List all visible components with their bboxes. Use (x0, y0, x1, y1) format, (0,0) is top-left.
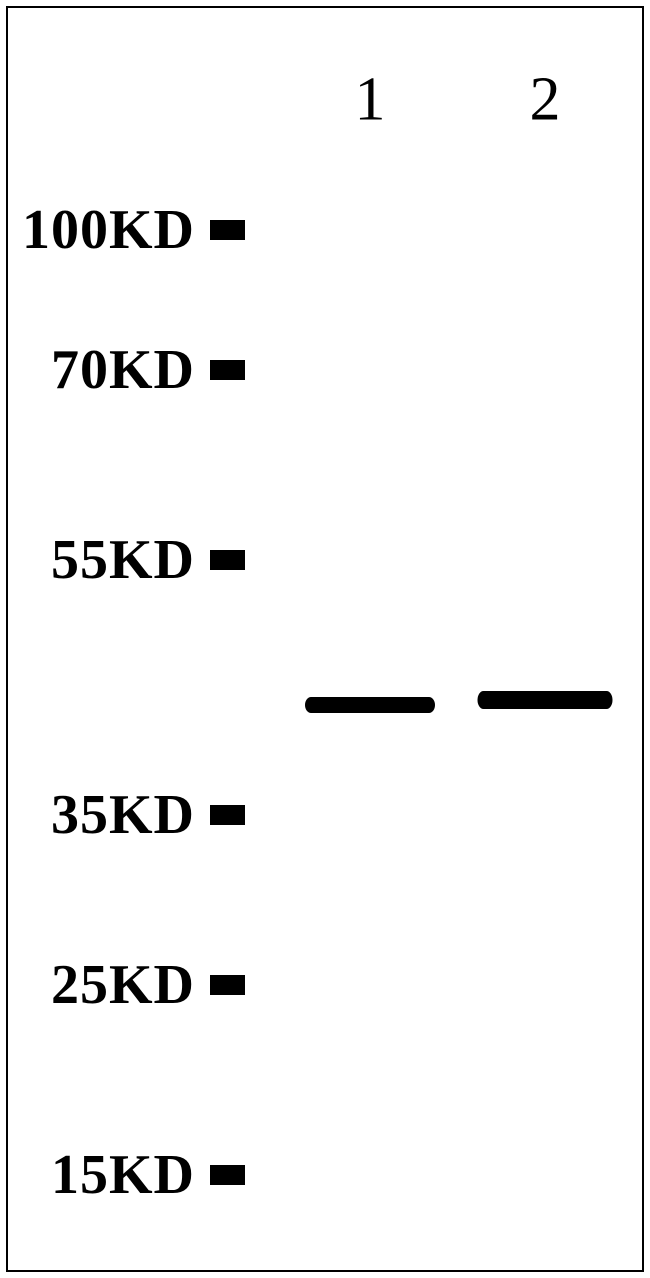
mw-tick-55kd (210, 550, 245, 570)
mw-label-35kd: 35KD (0, 783, 195, 847)
band-lane1 (305, 697, 435, 713)
mw-tick-35kd (210, 805, 245, 825)
lane-header-1: 1 (355, 65, 386, 136)
mw-tick-70kd (210, 360, 245, 380)
mw-label-15kd: 15KD (0, 1143, 195, 1207)
mw-tick-25kd (210, 975, 245, 995)
mw-label-100kd: 100KD (0, 198, 195, 262)
mw-label-25kd: 25KD (0, 953, 195, 1017)
outer-border (6, 6, 644, 1272)
lane-header-2: 2 (530, 65, 561, 136)
mw-tick-15kd (210, 1165, 245, 1185)
mw-label-70kd: 70KD (0, 338, 195, 402)
mw-label-55kd: 55KD (0, 528, 195, 592)
mw-tick-100kd (210, 220, 245, 240)
band-lane2 (478, 691, 613, 709)
blot-canvas: 1 2 100KD 70KD 55KD 35KD 25KD 15KD (0, 0, 650, 1278)
